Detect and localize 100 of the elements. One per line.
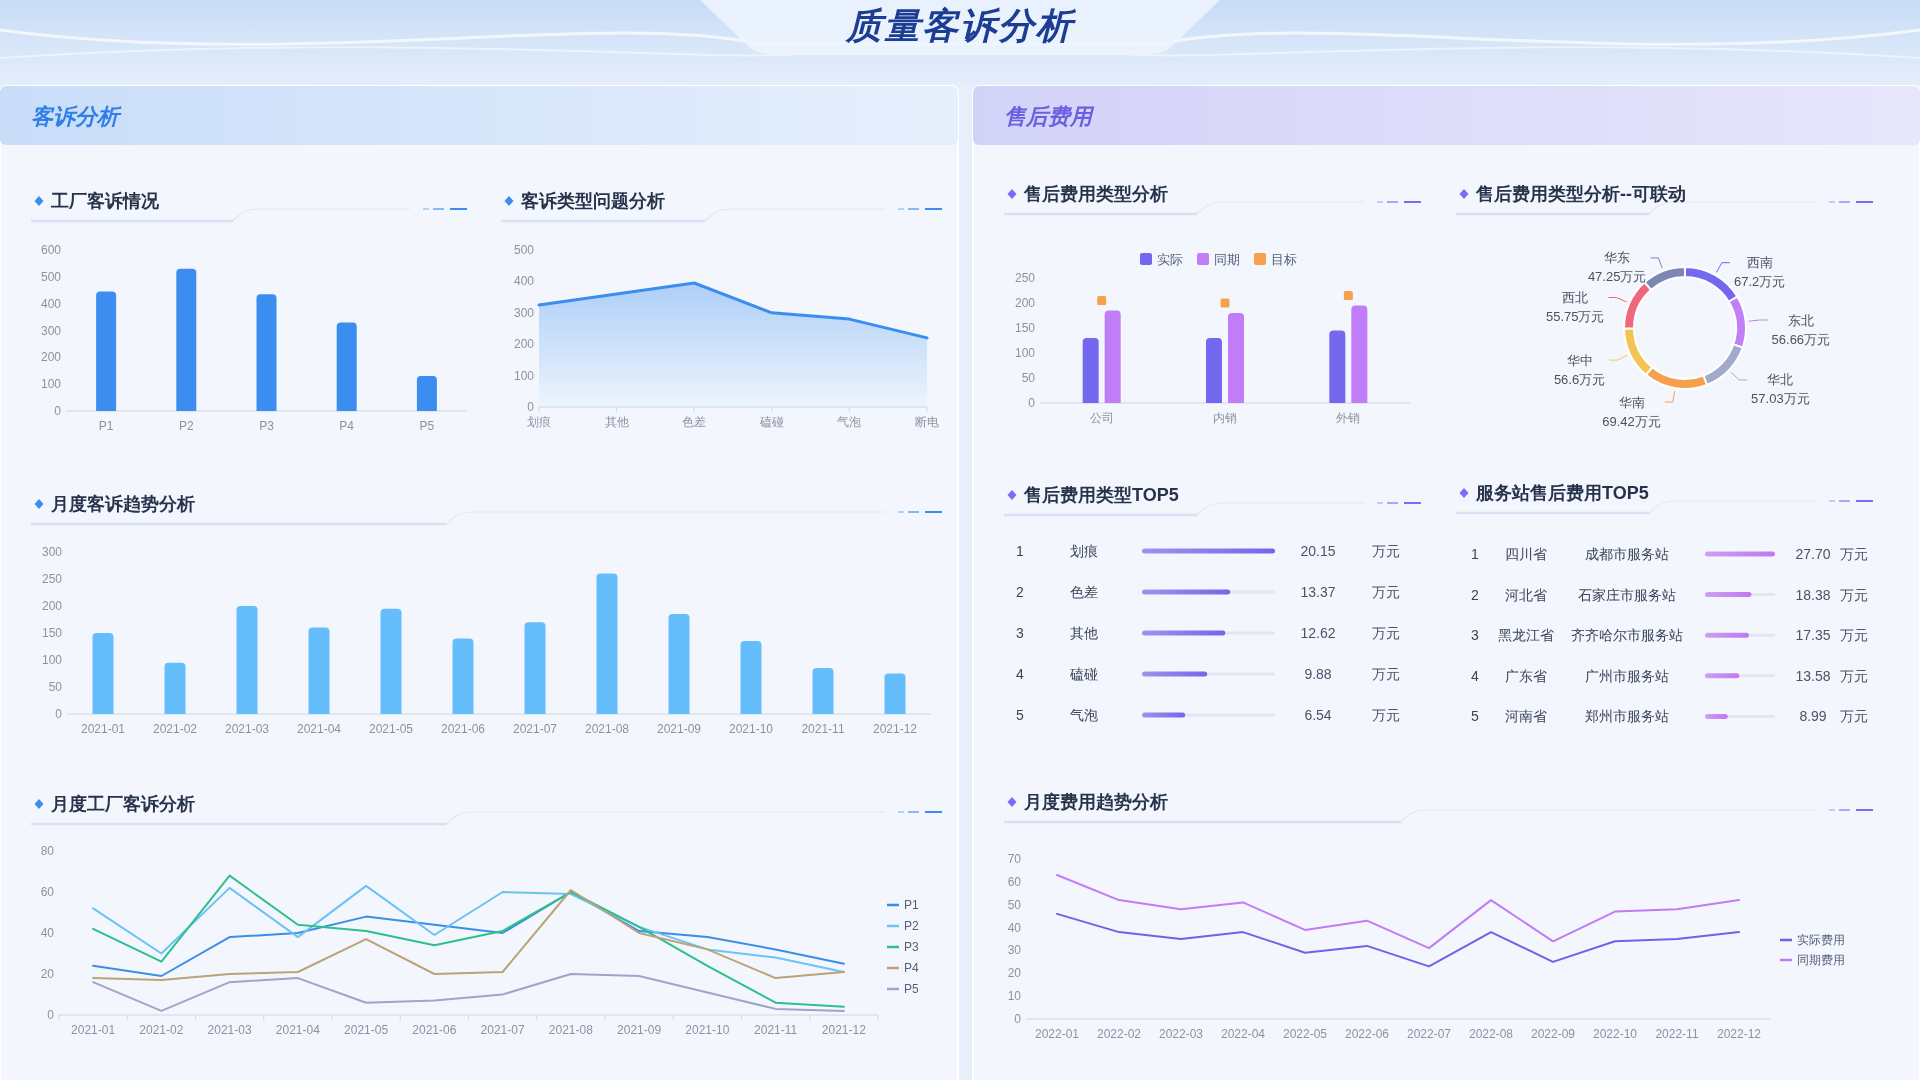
y-tick-label: 40 <box>1007 920 1022 935</box>
text: 万元 <box>1372 543 1400 559</box>
x-tick-label: 2021-12 <box>872 722 918 736</box>
text: 四川省 <box>1505 546 1547 562</box>
x-tick-label: 2021-03 <box>224 722 270 736</box>
x-tick-label: 2021-09 <box>617 1023 662 1037</box>
bar <box>96 291 117 411</box>
text: 售后费用 <box>1004 103 1095 129</box>
data-label: 13.37 <box>1300 584 1336 600</box>
x-tick-label: P4 <box>339 419 355 433</box>
x-tick-label: P5 <box>419 419 435 433</box>
legend-label: 目标 <box>1271 251 1297 267</box>
text: 1 <box>1471 546 1480 562</box>
bar <box>176 268 197 411</box>
y-tick-label: 0 <box>1014 1012 1022 1026</box>
text: 万元 <box>1372 625 1400 641</box>
x-tick-label: 2021-11 <box>801 722 845 736</box>
x-tick-label: 2021-07 <box>480 1023 525 1037</box>
data-label: 20.15 <box>1300 543 1336 559</box>
data-label: 18.38 <box>1795 586 1831 603</box>
x-tick-label: 2022-07 <box>1406 1027 1452 1041</box>
x-tick-label: 2021-07 <box>512 722 558 736</box>
y-tick-label: 250 <box>41 572 63 586</box>
y-tick-label: 500 <box>40 269 62 284</box>
chart-title: 月度工厂客诉分析 <box>50 794 195 814</box>
y-tick-label: 磕碰 <box>1069 666 1098 682</box>
y-tick-label: 600 <box>40 243 62 257</box>
y-tick-label: 石家庄市服务站 <box>1578 586 1676 603</box>
x-tick-label: 2022-09 <box>1530 1027 1576 1041</box>
text: 万元 <box>1840 627 1868 644</box>
y-tick-label: 40 <box>40 926 55 940</box>
point <box>1220 298 1230 308</box>
x-tick-label: 断电 <box>915 415 939 429</box>
x-tick-label: 内销 <box>1213 411 1237 425</box>
data-label: 47.25万元 <box>1587 269 1647 285</box>
bar <box>236 606 258 714</box>
chart-title: 月度费用趋势分析 <box>1023 792 1168 812</box>
legend-label: P1 <box>904 898 919 912</box>
slice-label: 西北 <box>1562 289 1589 305</box>
legend-label: P3 <box>904 940 919 954</box>
bar <box>308 627 330 714</box>
slice-label: 华北 <box>1767 372 1794 388</box>
x-tick-label: 2021-08 <box>548 1023 594 1037</box>
x-tick-label: 2021-05 <box>368 722 414 736</box>
x-tick-label: 2021-08 <box>584 722 630 736</box>
bar <box>812 668 834 714</box>
bar <box>416 376 437 411</box>
y-tick-label: 气泡 <box>1070 707 1098 723</box>
slice-label: 东北 <box>1787 312 1814 328</box>
legend-label: 实际费用 <box>1797 933 1845 947</box>
line-series <box>92 973 845 1012</box>
x-tick-label: 2022-06 <box>1344 1027 1390 1041</box>
x-tick-label: 2021-10 <box>685 1023 730 1037</box>
x-tick-label: 2021-11 <box>754 1023 798 1037</box>
bar <box>336 322 357 411</box>
x-tick-label: 2021-06 <box>440 722 486 736</box>
point <box>1097 296 1107 305</box>
y-tick-label: 0 <box>1028 396 1036 410</box>
text: 5 <box>1471 708 1480 725</box>
legend-label: P4 <box>904 961 919 975</box>
legend-label: 实际 <box>1157 251 1183 267</box>
y-tick-label: 200 <box>513 337 535 352</box>
line-series <box>1056 874 1740 950</box>
x-tick-label: 2021-02 <box>152 722 198 736</box>
x-tick-label: 2021-03 <box>207 1023 252 1037</box>
data-label: 8.99 <box>1799 708 1827 725</box>
bar <box>668 614 690 714</box>
text: 河南省 <box>1505 708 1547 725</box>
y-tick-label: 20 <box>1007 966 1022 981</box>
chart-title: 售后费用类型分析 <box>1023 184 1168 204</box>
bar <box>1228 313 1244 403</box>
y-tick-label: 100 <box>41 653 63 667</box>
slice-label: 西南 <box>1746 255 1773 271</box>
x-tick-label: 外销 <box>1336 411 1361 425</box>
y-tick-label: 10 <box>1007 989 1022 1004</box>
x-tick-label: 2022-02 <box>1096 1027 1142 1041</box>
y-tick-label: 30 <box>1007 943 1022 958</box>
text: 万元 <box>1372 666 1400 682</box>
x-tick-label: 2021-12 <box>821 1023 867 1037</box>
bar <box>380 608 402 714</box>
bar <box>92 633 114 714</box>
data-label: 55.75万元 <box>1545 308 1605 324</box>
x-tick-label: 磕碰 <box>758 415 784 429</box>
y-tick-label: 400 <box>40 296 62 311</box>
bar <box>1329 330 1346 403</box>
y-tick-label: 50 <box>1021 371 1036 385</box>
y-tick-label: 150 <box>41 626 63 640</box>
y-tick-label: 色差 <box>1070 584 1098 600</box>
bar <box>740 641 762 714</box>
y-tick-label: 70 <box>1007 852 1022 866</box>
x-tick-label: P1 <box>98 419 114 433</box>
text: 2 <box>1016 584 1025 600</box>
y-tick-label: 0 <box>54 404 62 418</box>
text: 河北省 <box>1505 586 1547 603</box>
y-tick-label: 0 <box>55 707 63 721</box>
legend-label: 同期费用 <box>1797 953 1845 967</box>
text: 客诉分析 <box>31 103 122 129</box>
text: 3 <box>1471 627 1480 644</box>
y-tick-label: 其他 <box>1070 625 1098 641</box>
x-tick-label: 2022-11 <box>1655 1027 1699 1041</box>
